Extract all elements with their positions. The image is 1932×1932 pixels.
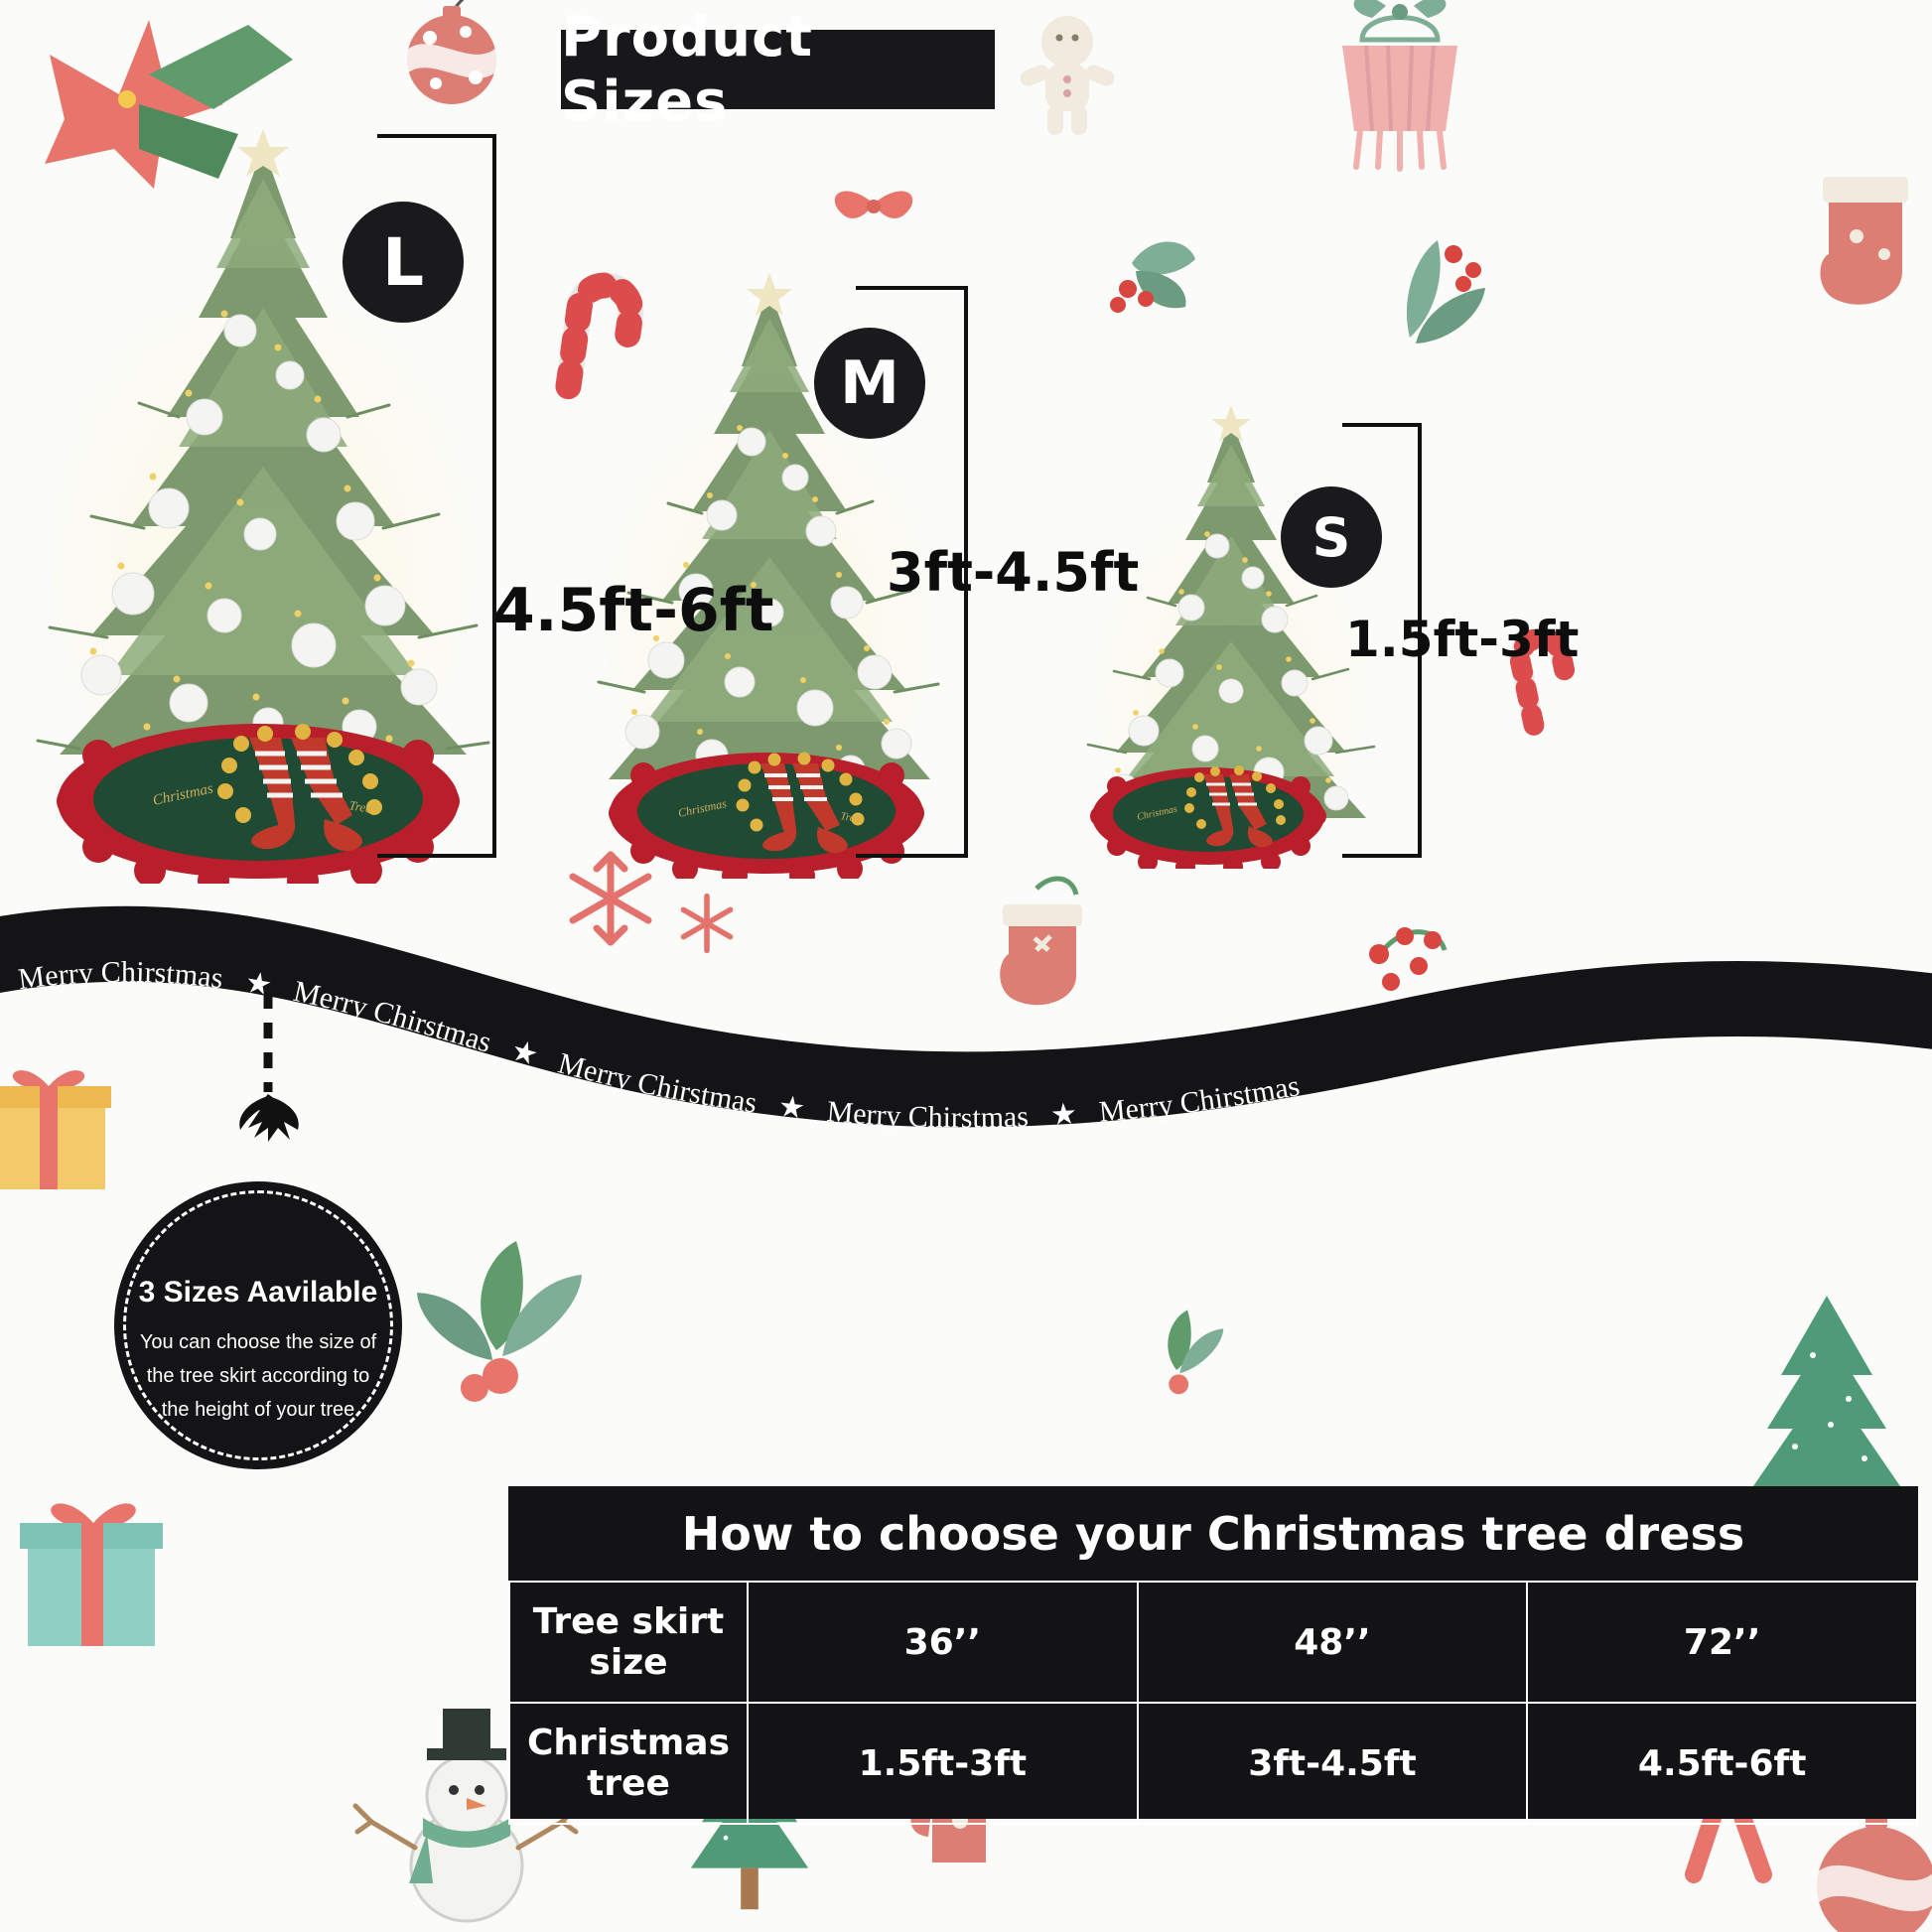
bracket-small <box>1342 423 1422 858</box>
size-badge-medium: M <box>814 328 925 439</box>
tree-skirt-large: Christmas Tree <box>57 724 460 884</box>
cell-skirt-36: 36’’ <box>747 1581 1139 1704</box>
size-badge-large: L <box>343 202 464 323</box>
page-title-banner: Product Sizes <box>561 5 995 134</box>
page-title: Product Sizes <box>561 5 814 134</box>
badge-dashed-border <box>123 1190 393 1460</box>
row-header-tree-skirt-size: Tree skirt size <box>508 1581 749 1704</box>
size-badge-large-label: L <box>381 223 425 301</box>
table-title: How to choose your Christmas tree dress <box>681 1506 1745 1561</box>
size-badge-medium-label: M <box>840 348 899 418</box>
dimension-label-large: 4.5ft-6ft <box>493 576 774 645</box>
cell-tree-small: 1.5ft-3ft <box>747 1702 1139 1825</box>
badge-description: You can choose the size of the tree skir… <box>139 1331 377 1421</box>
cell-skirt-72: 72’’ <box>1526 1581 1918 1704</box>
table-row: Tree skirt size 36’’ 48’’ 72’’ <box>508 1581 1918 1704</box>
size-badge-small: S <box>1281 486 1382 588</box>
dimension-label-small: 1.5ft-3ft <box>1345 611 1580 668</box>
ornament-hanger <box>239 993 299 1142</box>
size-chart-table: How to choose your Christmas tree dress … <box>508 1486 1918 1825</box>
cell-tree-large: 4.5ft-6ft <box>1526 1702 1918 1825</box>
cell-skirt-48: 48’’ <box>1136 1581 1529 1704</box>
size-badge-small-label: S <box>1311 505 1351 569</box>
cell-tree-medium: 3ft-4.5ft <box>1136 1702 1529 1825</box>
svg-text:Tree: Tree <box>839 810 860 825</box>
dimension-brackets <box>377 134 1422 858</box>
tree-skirt-medium: Christmas Tree <box>609 752 924 879</box>
sizes-available-badge: 3 Sizes Aavilable You can choose the siz… <box>114 1137 412 1469</box>
bracket-medium <box>856 286 968 858</box>
size-table: Tree skirt size 36’’ 48’’ 72’’ Christmas… <box>508 1581 1918 1825</box>
merry-christmas-ribbon: Merry Chirstmas ★ Merry Chirstmas ★ Merr… <box>0 898 1932 1134</box>
tree-skirt-small: Christmas <box>1090 765 1326 869</box>
svg-text:Tree: Tree <box>347 797 372 816</box>
dimension-label-medium: 3ft-4.5ft <box>887 541 1140 604</box>
bracket-large <box>377 134 496 858</box>
table-row: Christmas tree 1.5ft-3ft 3ft-4.5ft 4.5ft… <box>508 1702 1918 1825</box>
tree-illustration-medium <box>597 273 940 841</box>
row-header-christmas-tree: Christmas tree <box>508 1702 749 1825</box>
badge-title: 3 Sizes Aavilable <box>138 1276 378 1309</box>
